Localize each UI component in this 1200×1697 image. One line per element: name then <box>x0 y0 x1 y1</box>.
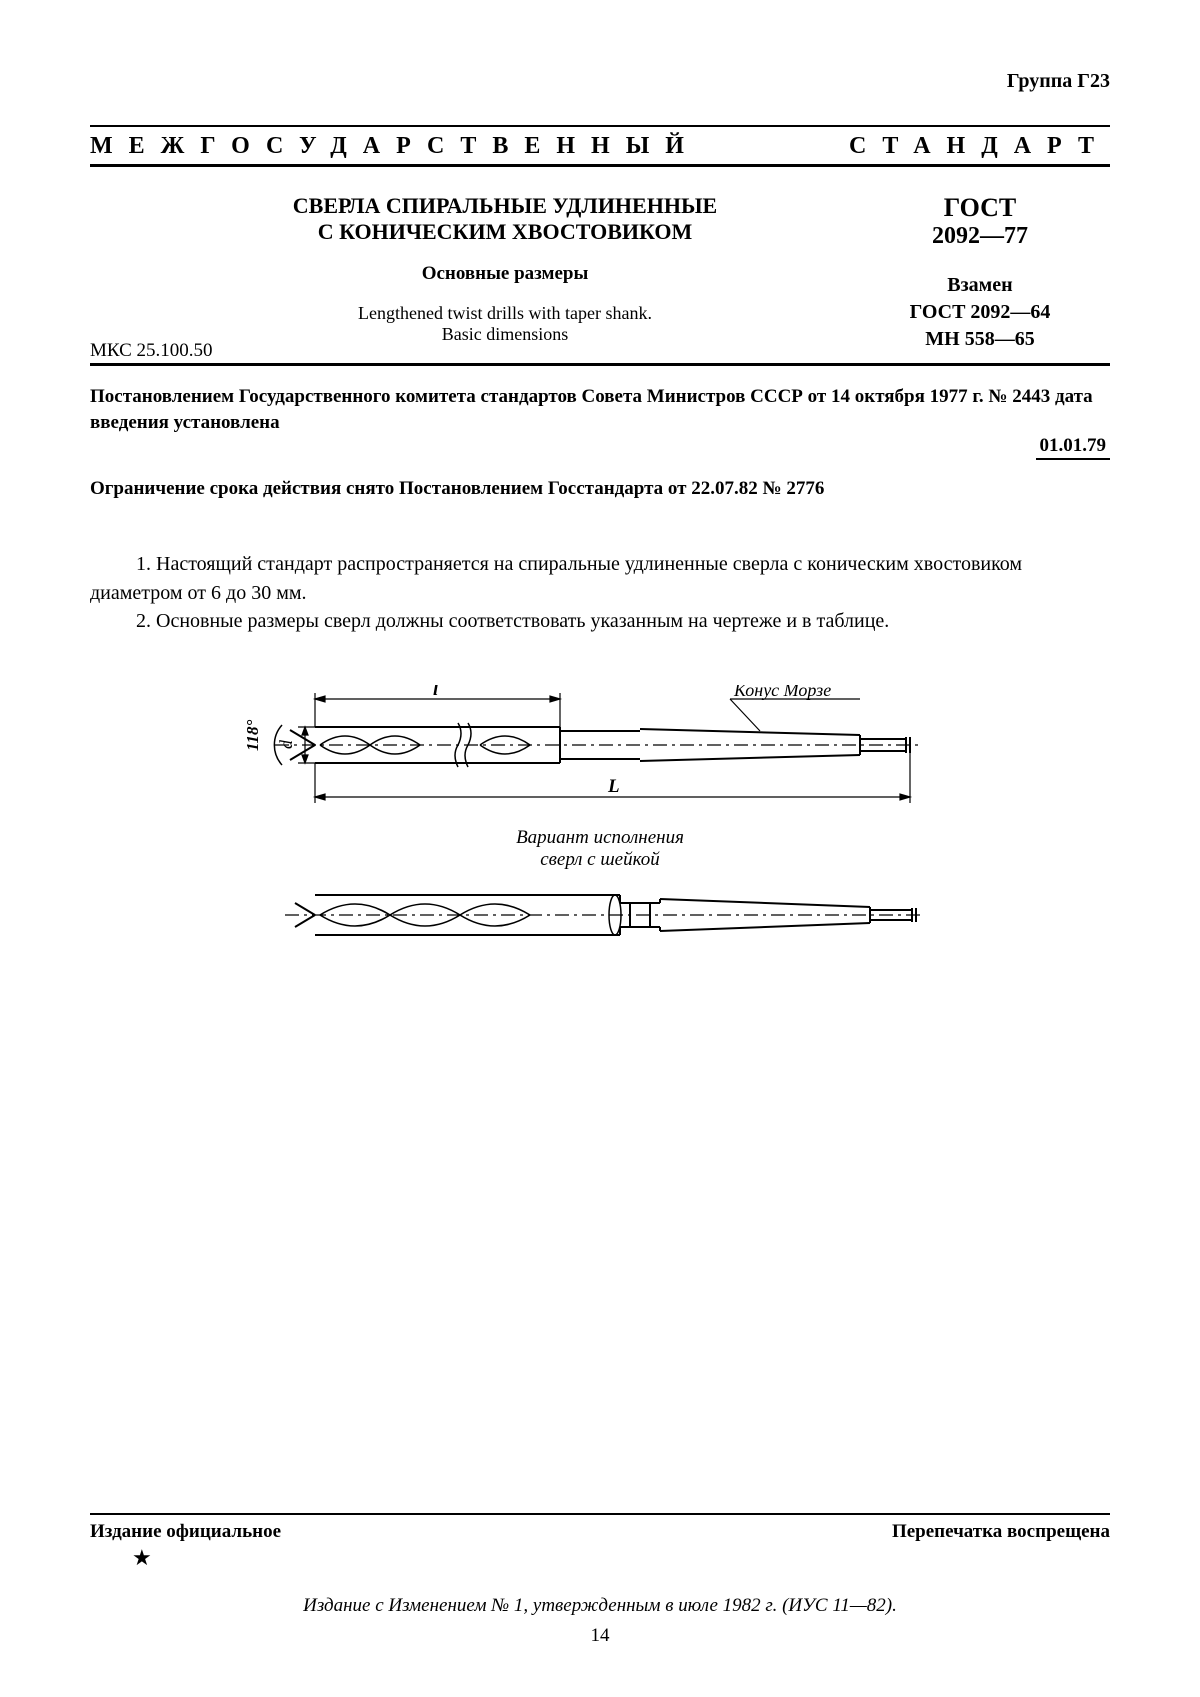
footer-row: Издание официальное Перепечатка воспреще… <box>90 1521 1110 1543</box>
star-icon: ★ <box>132 1545 1110 1571</box>
title-ru-line2: С КОНИЧЕСКИМ ХВОСТОВИКОМ <box>180 219 830 245</box>
variant-line1: Вариант исполнения <box>516 827 684 848</box>
drill-top-view <box>274 723 920 767</box>
limitation-text: Ограничение срока действия снято Постано… <box>90 478 1110 500</box>
amendment-note: Издание с Изменением № 1, утвержденным в… <box>90 1595 1110 1617</box>
title-ru-line1: СВЕРЛА СПИРАЛЬНЫЕ УДЛИНЕННЫЕ <box>180 193 830 219</box>
drill-diagram-svg: 118° d l L Конус Морзе Вариант исполнени… <box>220 685 980 1045</box>
replace-line1: ГОСТ 2092—64 <box>850 299 1110 326</box>
paragraph-1: 1. Настоящий стандарт распространяется н… <box>90 550 1110 607</box>
label-l-small: l <box>433 685 439 700</box>
variant-line2: сверл с шейкой <box>540 849 660 870</box>
title-en-line2: Basic dimensions <box>180 324 830 345</box>
interstate-standard-title: МЕЖГОСУДАРСТВЕННЫЙ СТАНДАРТ <box>90 125 1110 167</box>
decree-text: Постановлением Государственного комитета… <box>90 384 1110 435</box>
footer-left: Издание официальное <box>90 1521 281 1543</box>
label-cone-morse: Конус Морзе <box>733 685 831 700</box>
decree-date: 01.01.79 <box>1036 435 1111 460</box>
subtitle-ru: Основные размеры <box>180 263 830 285</box>
paragraph-2: 2. Основные размеры сверл должны соответ… <box>90 607 1110 635</box>
drill-bottom-view <box>285 895 925 935</box>
label-angle: 118° <box>243 720 262 752</box>
label-d: d <box>276 739 296 749</box>
gost-label: ГОСТ <box>850 193 1110 223</box>
header-right: ГОСТ 2092—77 Взамен ГОСТ 2092—64 МН 558—… <box>850 193 1110 353</box>
title-en-line1: Lengthened twist drills with taper shank… <box>180 303 830 324</box>
page: Группа Г23 МЕЖГОСУДАРСТВЕННЫЙ СТАНДАРТ С… <box>0 0 1200 1697</box>
footer-block: Издание официальное Перепечатка воспреще… <box>90 1485 1110 1647</box>
replace-label: Взамен <box>850 272 1110 299</box>
replace-block: Взамен ГОСТ 2092—64 МН 558—65 <box>850 272 1110 353</box>
technical-diagram: 118° d l L Конус Морзе Вариант исполнени… <box>90 685 1110 1050</box>
group-label: Группа Г23 <box>90 70 1110 93</box>
cone-leader <box>730 699 860 731</box>
header-block: СВЕРЛА СПИРАЛЬНЫЕ УДЛИНЕННЫЕ С КОНИЧЕСКИ… <box>90 193 1110 366</box>
body-text: 1. Настоящий стандарт распространяется н… <box>90 550 1110 635</box>
decree-date-row: 01.01.79 <box>90 435 1110 460</box>
footer-rule <box>90 1513 1110 1515</box>
footer-right: Перепечатка воспрещена <box>892 1521 1110 1543</box>
header-left: СВЕРЛА СПИРАЛЬНЫЕ УДЛИНЕННЫЕ С КОНИЧЕСКИ… <box>90 193 850 353</box>
replace-line2: МН 558—65 <box>850 326 1110 353</box>
label-L-big: L <box>607 776 620 797</box>
gost-number: 2092—77 <box>850 223 1110 250</box>
page-number: 14 <box>90 1625 1110 1647</box>
